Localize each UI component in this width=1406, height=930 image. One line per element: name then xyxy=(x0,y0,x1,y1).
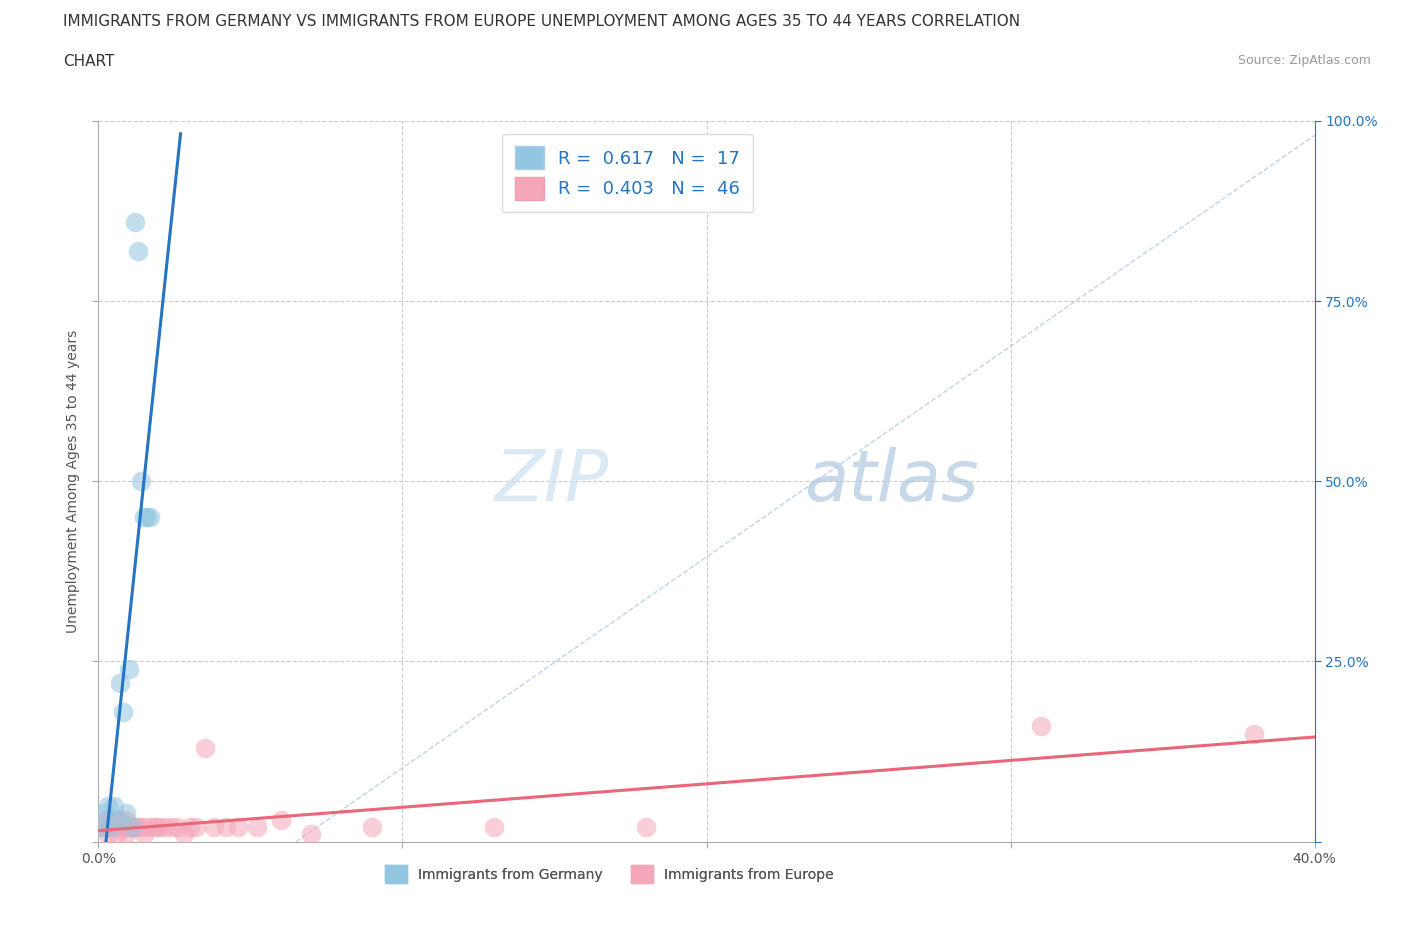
Point xyxy=(129,474,152,489)
Legend: Immigrants from Germany, Immigrants from Europe: Immigrants from Germany, Immigrants from… xyxy=(380,860,839,889)
Point xyxy=(118,820,141,835)
Point xyxy=(127,820,149,835)
Point xyxy=(361,820,384,835)
Point xyxy=(121,820,143,835)
Point xyxy=(108,813,131,828)
Point xyxy=(142,820,165,835)
Point xyxy=(1029,719,1052,734)
Text: ZIP: ZIP xyxy=(495,446,609,516)
Point xyxy=(105,813,128,828)
Point xyxy=(100,820,122,835)
Point xyxy=(166,820,188,835)
Point xyxy=(111,820,134,835)
Point xyxy=(634,820,657,835)
Point xyxy=(482,820,505,835)
Point xyxy=(124,820,146,835)
Point xyxy=(90,820,112,835)
Point xyxy=(114,813,136,828)
Point xyxy=(155,820,177,835)
Point xyxy=(299,827,322,842)
Point xyxy=(145,820,167,835)
Point xyxy=(270,813,292,828)
Point xyxy=(105,827,128,842)
Point xyxy=(245,820,267,835)
Point xyxy=(129,820,152,835)
Point xyxy=(111,820,134,835)
Point xyxy=(103,813,125,828)
Point xyxy=(1243,726,1265,741)
Point xyxy=(90,820,112,835)
Point xyxy=(136,510,159,525)
Point xyxy=(93,820,115,835)
Point xyxy=(111,705,134,720)
Point xyxy=(93,805,115,820)
Point xyxy=(114,827,136,842)
Y-axis label: Unemployment Among Ages 35 to 44 years: Unemployment Among Ages 35 to 44 years xyxy=(66,329,80,633)
Point xyxy=(184,820,207,835)
Point xyxy=(132,827,155,842)
Point xyxy=(108,820,131,835)
Text: CHART: CHART xyxy=(63,54,115,69)
Point xyxy=(100,820,122,835)
Point xyxy=(179,820,201,835)
Point xyxy=(96,813,118,828)
Point xyxy=(100,820,122,835)
Point xyxy=(108,675,131,690)
Point xyxy=(96,798,118,813)
Point xyxy=(202,820,225,835)
Point xyxy=(139,510,162,525)
Point xyxy=(226,820,249,835)
Point xyxy=(215,820,238,835)
Point xyxy=(121,820,143,835)
Text: IMMIGRANTS FROM GERMANY VS IMMIGRANTS FROM EUROPE UNEMPLOYMENT AMONG AGES 35 TO : IMMIGRANTS FROM GERMANY VS IMMIGRANTS FR… xyxy=(63,14,1021,29)
Point xyxy=(124,215,146,230)
Point xyxy=(132,510,155,525)
Point xyxy=(118,661,141,676)
Point xyxy=(103,798,125,813)
Point xyxy=(194,740,217,755)
Point xyxy=(118,820,141,835)
Text: Source: ZipAtlas.com: Source: ZipAtlas.com xyxy=(1237,54,1371,67)
Point xyxy=(103,820,125,835)
Text: atlas: atlas xyxy=(804,446,979,516)
Point xyxy=(148,820,170,835)
Point xyxy=(127,244,149,259)
Point xyxy=(96,827,118,842)
Point xyxy=(114,805,136,820)
Point xyxy=(173,827,195,842)
Point xyxy=(93,813,115,828)
Point xyxy=(160,820,183,835)
Point xyxy=(136,820,159,835)
Point xyxy=(105,820,128,835)
